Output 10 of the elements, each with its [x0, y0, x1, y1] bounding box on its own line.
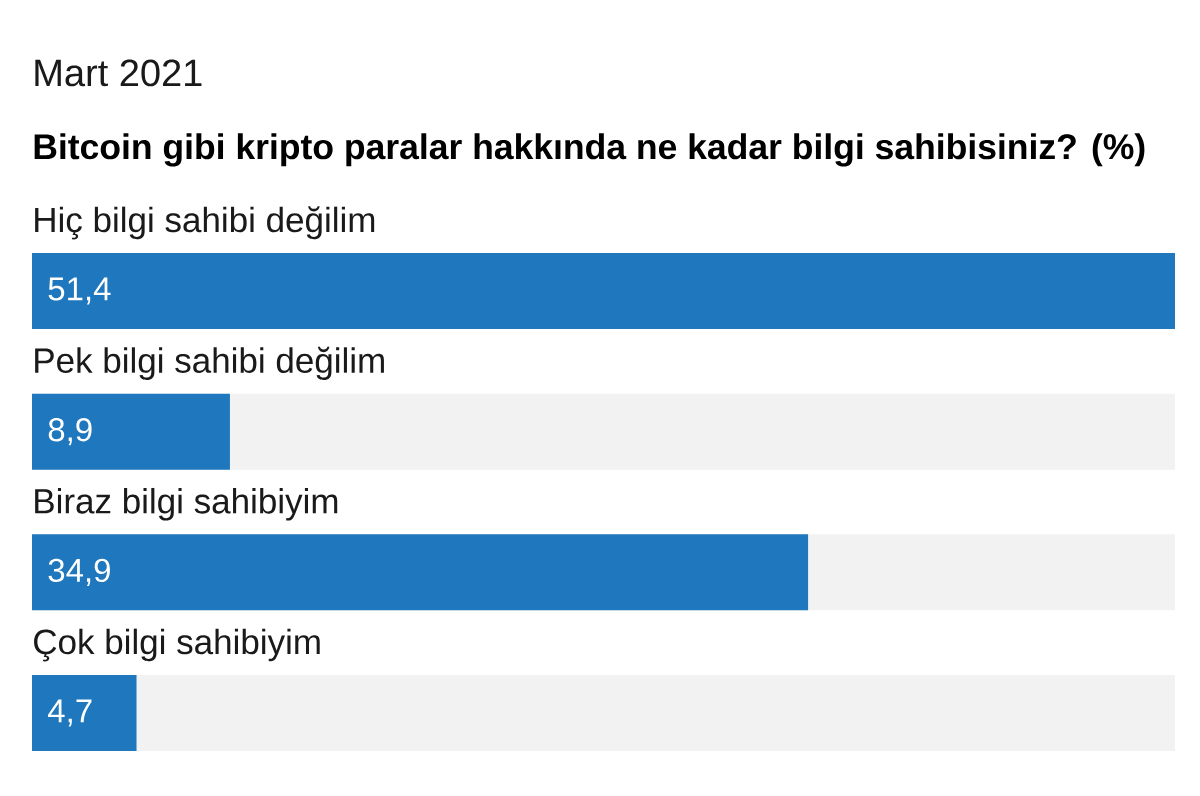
chart-title: Bitcoin gibi kripto paralar hakkında ne kadar bilgi sahibisiniz? (%)	[34, 133, 1145, 167]
y-tick-label: Pek bilgi sahibi değilim	[35, 346, 384, 380]
data-label: 4,7	[48, 699, 92, 727]
data-label: 51,4	[48, 277, 111, 305]
chart-subtitle: Mart 2021	[35, 59, 202, 87]
y-tick-label: Hiç bilgi sahibi değilim	[35, 206, 375, 240]
y-tick-label: Çok bilgi sahibiyim	[34, 628, 320, 662]
data-label: 34,9	[48, 558, 110, 586]
data-label: 8,9	[48, 418, 92, 446]
y-tick-label: Biraz bilgi sahibiyim	[35, 487, 338, 521]
